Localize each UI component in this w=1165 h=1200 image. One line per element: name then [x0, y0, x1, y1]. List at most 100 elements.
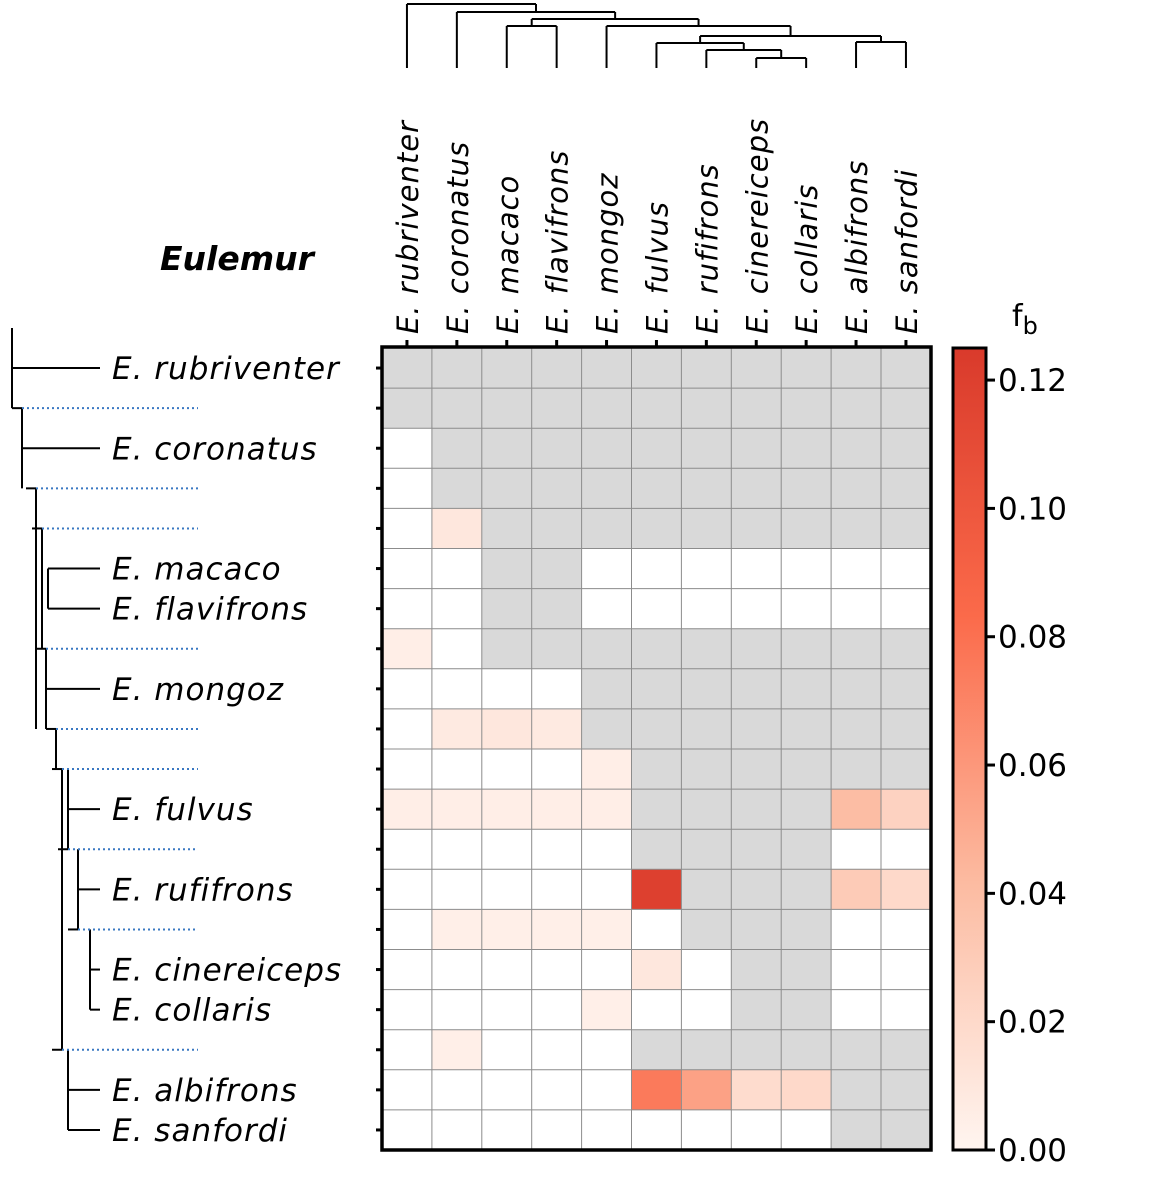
cell-r6-c4 [581, 588, 632, 629]
cell-r9-c2 [481, 708, 532, 749]
cell-r11-c7 [731, 789, 782, 830]
col-label-e-collaris: E. collaris [790, 184, 824, 334]
cell-r5-c4 [581, 548, 632, 589]
cell-r6-c10 [881, 588, 931, 629]
cell-r14-c3 [531, 909, 582, 950]
colorbar-tick-label: 0.02 [998, 1005, 1067, 1041]
cell-r19-c0 [382, 1109, 432, 1150]
cell-r18-c1 [431, 1069, 482, 1110]
cell-r2-c7 [731, 428, 782, 469]
cell-r19-c8 [781, 1109, 832, 1150]
cell-r11-c3 [531, 789, 582, 830]
cell-r9-c0 [382, 708, 432, 749]
cell-r9-c7 [731, 708, 782, 749]
cell-r17-c0 [382, 1029, 432, 1070]
cell-r8-c1 [431, 668, 482, 709]
colorbar-tick-label: 0.08 [998, 620, 1067, 656]
cell-r5-c2 [481, 548, 532, 589]
cell-r16-c4 [581, 989, 632, 1030]
cell-r7-c4 [581, 628, 632, 669]
cell-r3-c9 [831, 468, 881, 509]
genus-title: Eulemur [160, 239, 316, 278]
cell-r6-c5 [631, 588, 682, 629]
column-dendrogram [405, 3, 907, 68]
cell-r18-c8 [781, 1069, 832, 1110]
cell-r15-c6 [681, 949, 732, 990]
cell-r10-c9 [831, 749, 881, 790]
cell-r10-c0 [382, 749, 432, 790]
cell-r5-c7 [731, 548, 782, 589]
cell-r1-c0 [382, 388, 432, 429]
cell-r16-c2 [481, 989, 532, 1030]
cell-r15-c0 [382, 949, 432, 990]
cell-r18-c3 [531, 1069, 582, 1110]
cell-r3-c8 [781, 468, 832, 509]
cell-r19-c9 [831, 1109, 881, 1150]
cell-r19-c10 [881, 1109, 931, 1150]
cell-r15-c9 [831, 949, 881, 990]
cell-r6-c2 [481, 588, 532, 629]
cell-r4-c4 [581, 508, 632, 549]
cell-r13-c1 [431, 869, 482, 910]
cell-r7-c1 [431, 628, 482, 669]
cell-r12-c3 [531, 829, 582, 870]
cell-r11-c6 [681, 789, 732, 830]
cell-r4-c6 [681, 508, 732, 549]
cell-r13-c6 [681, 869, 732, 910]
cell-r9-c8 [781, 708, 832, 749]
cell-r0-c7 [731, 348, 782, 389]
cell-r4-c3 [531, 508, 582, 549]
colorbar-tick-label: 0.06 [998, 748, 1067, 784]
cell-r16-c10 [881, 989, 931, 1030]
cell-r17-c2 [481, 1029, 532, 1070]
cell-r6-c6 [681, 588, 732, 629]
cell-r10-c8 [781, 749, 832, 790]
cell-r15-c5 [631, 949, 682, 990]
colorbar-gradient [951, 346, 988, 1152]
cell-r6-c7 [731, 588, 782, 629]
cell-r0-c9 [831, 348, 881, 389]
cell-r5-c1 [431, 548, 482, 589]
cell-r15-c1 [431, 949, 482, 990]
cell-r8-c10 [881, 668, 931, 709]
cell-r13-c9 [831, 869, 881, 910]
cell-r3-c5 [631, 468, 682, 509]
col-label-e-mongoz: E. mongoz [591, 172, 625, 334]
colorbar-tick-label: 0.12 [998, 363, 1067, 399]
cell-r4-c2 [481, 508, 532, 549]
cell-r6-c1 [431, 588, 482, 629]
cell-r16-c5 [631, 989, 682, 1030]
cell-r3-c3 [531, 468, 582, 509]
cell-r14-c6 [681, 909, 732, 950]
cell-r2-c8 [781, 428, 832, 469]
cell-r13-c2 [481, 869, 532, 910]
cell-r12-c5 [631, 829, 682, 870]
col-label-e-fulvus: E. fulvus [640, 201, 674, 334]
cell-r19-c1 [431, 1109, 482, 1150]
cell-r15-c8 [781, 949, 832, 990]
cell-r4-c1 [431, 508, 482, 549]
cell-r15-c2 [481, 949, 532, 990]
cell-r16-c7 [731, 989, 782, 1030]
cell-r8-c0 [382, 668, 432, 709]
cell-r18-c5 [631, 1069, 682, 1110]
cell-r17-c9 [831, 1029, 881, 1070]
cell-r10-c1 [431, 749, 482, 790]
column-labels: E. rubriventer E. coronatus E. macaco E. fl… [391, 118, 924, 334]
cell-r10-c10 [881, 749, 931, 790]
cell-r6-c0 [382, 588, 432, 629]
cell-r9-c4 [581, 708, 632, 749]
cell-r14-c10 [881, 909, 931, 950]
cell-r18-c9 [831, 1069, 881, 1110]
cell-r18-c6 [681, 1069, 732, 1110]
cell-r4-c7 [731, 508, 782, 549]
cell-r2-c4 [581, 428, 632, 469]
cell-r15-c4 [581, 949, 632, 990]
cell-r12-c7 [731, 829, 782, 870]
cell-r2-c9 [831, 428, 881, 469]
col-label-e-coronatus: E. coronatus [441, 141, 475, 334]
cell-r8-c3 [531, 668, 582, 709]
cell-r19-c5 [631, 1109, 682, 1150]
cell-r17-c6 [681, 1029, 732, 1070]
cell-r1-c10 [881, 388, 931, 429]
